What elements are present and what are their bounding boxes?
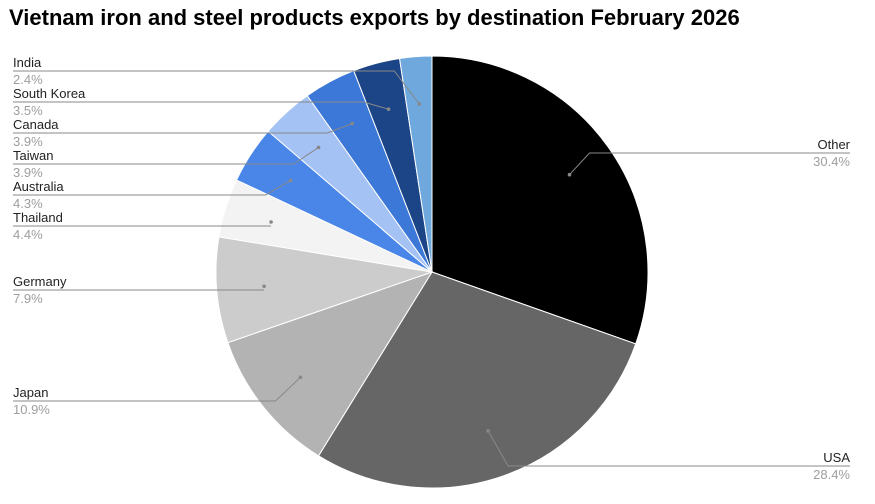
leader-dot-germany bbox=[262, 284, 266, 289]
slice-label-japan: Japan bbox=[13, 385, 48, 400]
slice-label-australia: Australia bbox=[13, 179, 64, 194]
leader-line-taiwan bbox=[13, 146, 319, 165]
slice-label-canada: Canada bbox=[13, 117, 59, 132]
slice-usa bbox=[317, 271, 637, 489]
slice-value-japan: 10.9% bbox=[13, 402, 50, 417]
leader-line-australia bbox=[13, 179, 291, 196]
leader-line-usa bbox=[487, 430, 850, 467]
slice-label-other: Other bbox=[817, 137, 850, 152]
leader-line-canada bbox=[13, 123, 353, 134]
slice-value-germany: 7.9% bbox=[13, 291, 43, 306]
slice-label-india: India bbox=[13, 55, 42, 70]
leader-lines bbox=[13, 70, 850, 467]
leader-dot-south-korea bbox=[386, 107, 391, 111]
pie-slices bbox=[215, 55, 649, 489]
leader-dot-thailand bbox=[269, 220, 273, 224]
leader-line-india bbox=[13, 70, 420, 105]
slice-value-canada: 3.9% bbox=[13, 134, 43, 149]
slice-label-south-korea: South Korea bbox=[13, 86, 86, 101]
slice-labels: Other 30.4% USA 28.4% Japan 10.9% Germany 7.9% T… bbox=[13, 55, 851, 482]
slice-india bbox=[398, 55, 433, 273]
slice-label-germany: Germany bbox=[13, 274, 67, 289]
leader-line-japan bbox=[13, 376, 301, 402]
slice-label-usa: USA bbox=[823, 450, 850, 465]
slice-value-india: 2.4% bbox=[13, 72, 43, 87]
slice-value-australia: 4.3% bbox=[13, 196, 43, 211]
chart-title: Vietnam iron and steel products exports … bbox=[9, 5, 740, 30]
slice-label-thailand: Thailand bbox=[13, 210, 63, 225]
slice-other bbox=[431, 55, 649, 345]
leader-line-other bbox=[569, 152, 850, 176]
slice-value-usa: 28.4% bbox=[813, 467, 850, 482]
slice-value-thailand: 4.4% bbox=[13, 227, 43, 242]
slice-japan bbox=[227, 271, 434, 457]
slice-value-south-korea: 3.5% bbox=[13, 103, 43, 118]
leader-line-south-korea bbox=[13, 101, 389, 110]
slice-value-taiwan: 3.9% bbox=[13, 165, 43, 180]
slice-label-taiwan: Taiwan bbox=[13, 148, 53, 163]
leader-dot-canada bbox=[350, 121, 355, 126]
slice-value-other: 30.4% bbox=[813, 154, 850, 169]
